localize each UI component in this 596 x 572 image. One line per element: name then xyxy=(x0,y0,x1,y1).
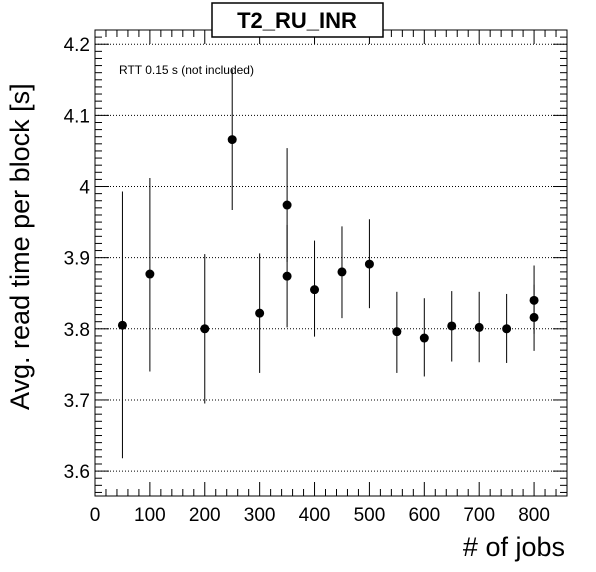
data-point xyxy=(364,259,374,269)
chart-title: T2_RU_INR xyxy=(237,8,357,33)
y-tick-label: 3.9 xyxy=(64,249,90,270)
data-point xyxy=(337,267,347,277)
y-tick-label: 4 xyxy=(79,178,90,199)
x-tick-label: 300 xyxy=(244,505,276,526)
gridlines xyxy=(95,43,567,472)
title-box xyxy=(211,2,384,38)
data-point xyxy=(145,269,155,279)
data-point xyxy=(474,322,484,332)
x-tick-label: 400 xyxy=(299,505,331,526)
y-tick-label: 3.6 xyxy=(64,462,90,483)
data-point xyxy=(227,135,237,145)
y-tick-labels: 3.6 3.7 3.8 3.9 4 4.1 4.2 xyxy=(64,35,91,483)
x-tick-labels: 0 100 200 300 400 500 600 700 800 xyxy=(90,505,550,526)
y-tick-label: 4.2 xyxy=(64,35,90,56)
data-point xyxy=(310,285,320,295)
x-tick-label: 100 xyxy=(134,505,166,526)
y-axis-label: Avg. read time per block [s] xyxy=(5,83,35,410)
x-axis-label: # of jobs xyxy=(463,532,565,562)
data-point xyxy=(502,324,512,334)
data-points xyxy=(117,69,539,459)
rtt-annotation: RTT 0.15 s (not included) xyxy=(119,63,254,77)
data-point xyxy=(255,308,265,318)
x-tick-label: 700 xyxy=(463,505,495,526)
data-point xyxy=(447,321,457,331)
y-tick-label: 4.1 xyxy=(64,106,90,127)
data-point xyxy=(200,324,210,334)
x-tick-label: 500 xyxy=(354,505,386,526)
data-point xyxy=(419,333,429,343)
plot-frame xyxy=(94,29,568,497)
axis-ticks xyxy=(94,29,568,496)
data-point xyxy=(282,200,292,210)
data-point xyxy=(529,312,539,322)
x-tick-label: 600 xyxy=(408,505,440,526)
data-point xyxy=(117,320,127,330)
x-tick-label: 200 xyxy=(189,505,221,526)
data-point xyxy=(392,327,402,337)
y-tick-label: 3.7 xyxy=(64,391,90,412)
y-tick-label: 3.8 xyxy=(64,320,90,341)
x-tick-label: 800 xyxy=(518,505,550,526)
x-tick-label: 0 xyxy=(90,505,101,526)
data-point xyxy=(282,271,292,281)
